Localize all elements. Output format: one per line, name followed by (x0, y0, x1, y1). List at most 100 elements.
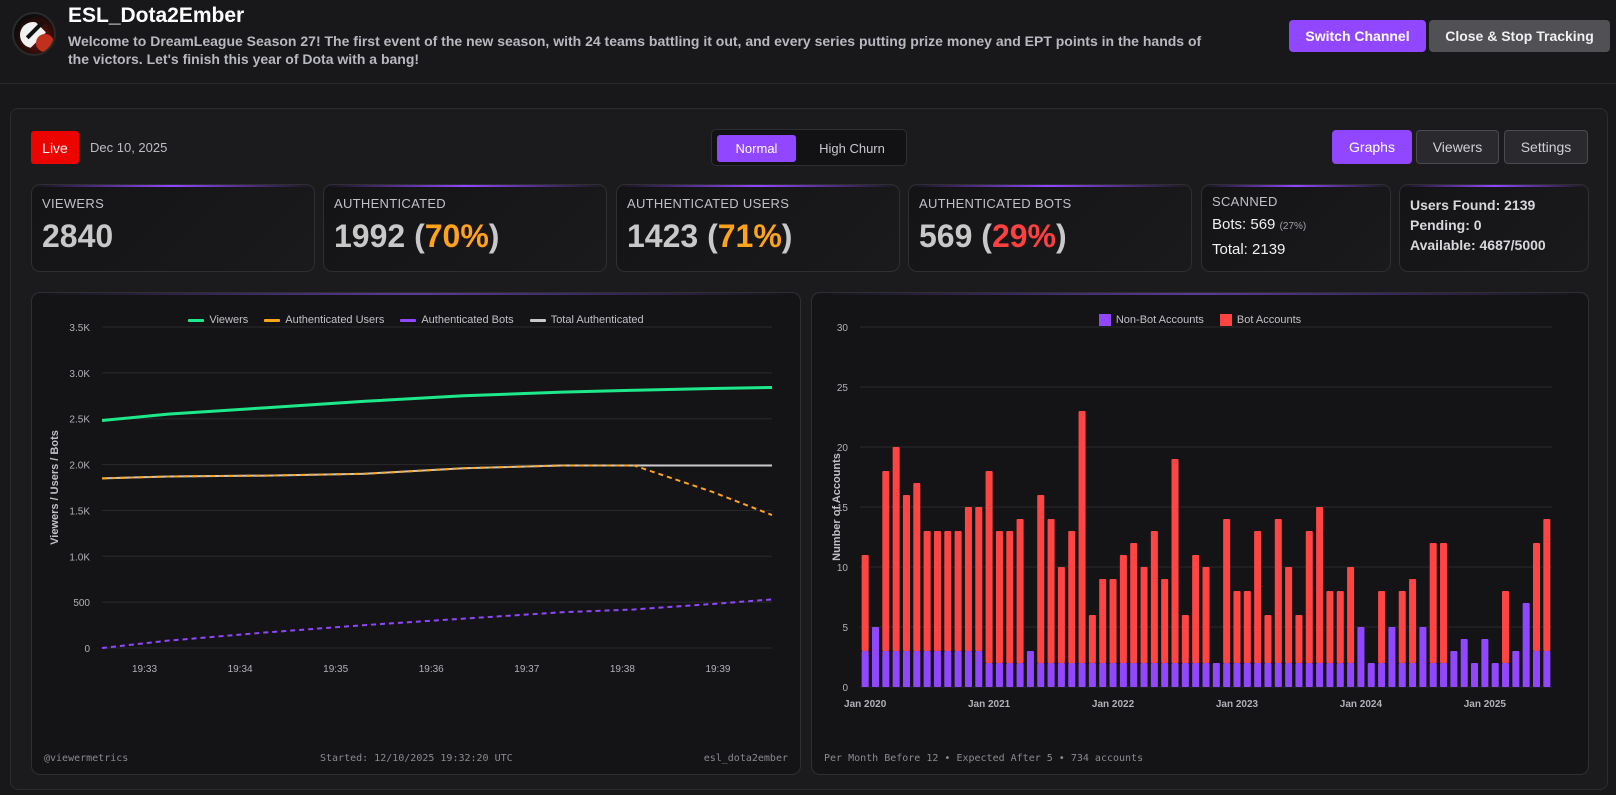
bar-bot (944, 531, 952, 651)
y-tick-label: 3.0K (69, 369, 90, 380)
x-tick-label: 19:38 (610, 664, 635, 675)
bar-non-bot (1378, 663, 1386, 687)
stat-percent: 71% (717, 218, 782, 254)
legend-authenticated-bots[interactable]: Authenticated Bots (400, 314, 514, 326)
bar-non-bot (892, 651, 900, 687)
bar-non-bot (1006, 663, 1014, 687)
bar-non-bot (1409, 663, 1417, 687)
x-tick-label: Jan 2020 (844, 699, 887, 710)
bar-non-bot (1316, 663, 1324, 687)
stat-card-viewers: VIEWERS 2840 (31, 184, 315, 272)
channel-description: Welcome to DreamLeague Season 27! The fi… (68, 33, 1202, 67)
tab-settings[interactable]: Settings (1504, 130, 1588, 164)
chart-legend: Viewers Authenticated Users Authenticate… (32, 314, 800, 326)
stat-label: AUTHENTICATED USERS (627, 196, 790, 211)
bar-bot (1398, 591, 1406, 663)
bar-bot (1181, 615, 1189, 663)
x-tick-label: Jan 2021 (968, 699, 1011, 710)
bar-bot (882, 471, 890, 651)
bar-non-bot (1285, 663, 1293, 687)
bar-non-bot (1171, 663, 1179, 687)
bar-bot (1130, 543, 1138, 663)
series-line-viewers (101, 386, 773, 423)
bar-bot (1378, 591, 1386, 663)
bar-non-bot (1471, 663, 1479, 687)
stat-value: 1992 (70%) (334, 218, 500, 254)
bar-bot (1254, 531, 1262, 663)
y-tick-label: 1.0K (69, 552, 90, 563)
stat-card-authenticated: AUTHENTICATED 1992 (70%) (323, 184, 607, 272)
scanned-bots-percent: (27%) (1279, 221, 1307, 232)
scanned-bots-value: 569 (1250, 216, 1276, 233)
bar-bot (923, 531, 931, 651)
footer-summary: Per Month Before 12 • Expected After 5 •… (824, 753, 1144, 764)
bar-bot (1202, 567, 1210, 663)
bar-bot (1109, 579, 1117, 663)
footer-brand: @viewermetrics (44, 753, 129, 764)
tab-viewers[interactable]: Viewers (1416, 130, 1499, 164)
bar-non-bot (1502, 663, 1510, 687)
y-tick-label: 0 (84, 644, 90, 655)
bar-non-bot (1429, 663, 1437, 687)
legend-label: Authenticated Bots (421, 314, 514, 326)
bar-non-bot (923, 651, 931, 687)
bar-non-bot (1181, 663, 1189, 687)
bar-bot (1016, 519, 1024, 663)
stat-percent: 70% (424, 218, 489, 254)
bar-bot (1285, 567, 1293, 663)
y-axis-title: Viewers / Users / Bots (49, 430, 61, 545)
ember-spirit-icon (36, 34, 54, 52)
bar-non-bot (1347, 663, 1355, 687)
bar-non-bot (1037, 663, 1045, 687)
legend-bot-accounts[interactable]: Bot Accounts (1219, 314, 1301, 326)
available-quota: Available: 4687/5000 (1410, 237, 1546, 253)
x-tick-label: 19:34 (228, 664, 253, 675)
mode-high-churn-button[interactable]: High Churn (802, 135, 902, 162)
bar-bot (902, 495, 910, 651)
bar-bot (1543, 519, 1551, 651)
stat-number: 1423 (627, 218, 699, 254)
bar-non-bot (1068, 663, 1076, 687)
legend-label: Viewers (209, 314, 249, 326)
bar-non-bot (1522, 603, 1530, 687)
legend-viewers[interactable]: Viewers (188, 314, 248, 326)
switch-channel-button[interactable]: Switch Channel (1289, 20, 1426, 52)
bar-bot (995, 531, 1003, 663)
bar-non-bot (1161, 663, 1169, 687)
y-tick-label: 1.5K (69, 506, 90, 517)
bar-bot (933, 531, 941, 651)
account-age-chart: Non-Bot Accounts Bot Accounts 0 5 10 15 20 25… (811, 292, 1589, 775)
bar-bot (892, 447, 900, 651)
bar-bot (1171, 459, 1179, 663)
mode-normal-button[interactable]: Normal (717, 135, 796, 162)
tab-graphs[interactable]: Graphs (1332, 130, 1412, 164)
bar-bot (1409, 579, 1417, 663)
bar-bot (1088, 615, 1096, 663)
footer-started: Started: 12/10/2025 19:32:20 UTC (320, 753, 513, 764)
mode-toggle: Normal High Churn (711, 129, 907, 166)
legend-swatch (529, 318, 546, 322)
legend-non-bot-accounts[interactable]: Non-Bot Accounts (1098, 314, 1204, 326)
bar-bot (985, 471, 993, 663)
legend-label: Total Authenticated (550, 314, 644, 326)
bar-bot (1078, 411, 1086, 663)
scanned-total: Total: 2139 (1212, 241, 1285, 258)
bar-bot (975, 507, 983, 651)
stat-label: AUTHENTICATED BOTS (919, 196, 1072, 211)
bar-non-bot (1388, 627, 1396, 687)
bar-non-bot (1295, 663, 1303, 687)
bar-bot (1140, 567, 1148, 663)
legend-total-authenticated[interactable]: Total Authenticated (529, 314, 644, 326)
bar-non-bot (1243, 663, 1251, 687)
bar-bot (1223, 519, 1231, 663)
viewer-trend-chart: Viewers Authenticated Users Authenticate… (31, 292, 801, 775)
close-stop-tracking-button[interactable]: Close & Stop Tracking (1429, 20, 1610, 52)
y-tick-label: 500 (73, 598, 90, 609)
bar-bot (1006, 531, 1014, 663)
scanned-total-value: 2139 (1252, 241, 1286, 258)
legend-authenticated-users[interactable]: Authenticated Users (264, 314, 384, 326)
y-axis-title: Number of Accounts (831, 453, 843, 561)
y-tick-label: 2.0K (69, 461, 90, 472)
stat-value: 1423 (71%) (627, 218, 793, 254)
stream-date: Dec 10, 2025 (90, 140, 168, 155)
